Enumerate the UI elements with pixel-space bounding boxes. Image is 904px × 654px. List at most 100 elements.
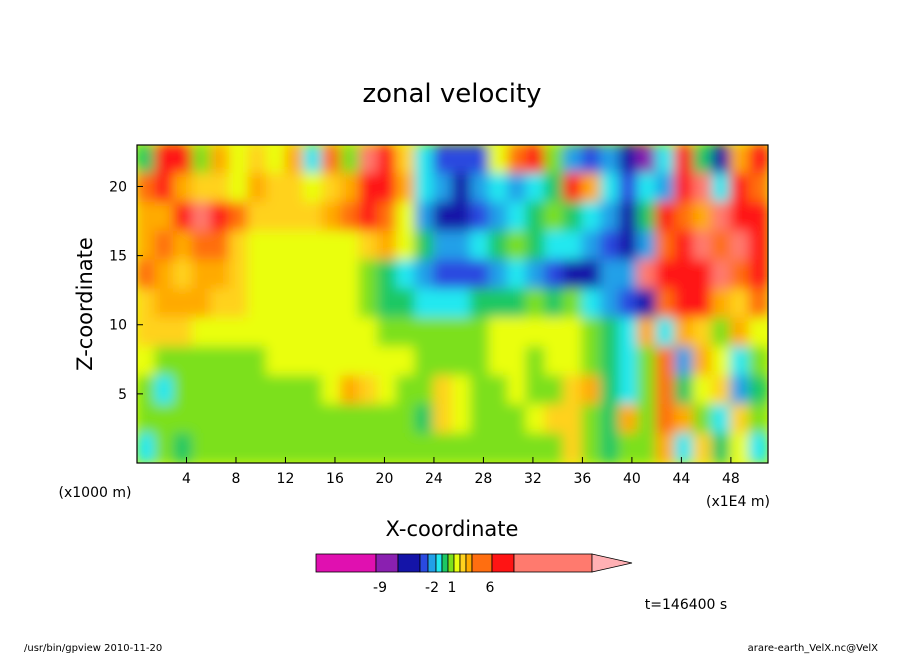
heatmap-cell: [470, 375, 491, 407]
heatmap-cell: [303, 145, 324, 175]
heatmap-cell: [303, 317, 324, 349]
heatmap-cell: [395, 230, 417, 262]
heatmap-cell: [470, 288, 491, 320]
y-tick-label: 10: [109, 318, 127, 334]
heatmap-cell: [321, 404, 343, 436]
heatmap-cell: [711, 201, 732, 233]
heatmap-cell: [618, 201, 640, 233]
heatmap-cell: [637, 230, 658, 262]
heatmap-cell: [137, 317, 157, 349]
heatmap-cell: [154, 375, 176, 407]
heatmap-cell: [451, 230, 473, 262]
heatmap-cell: [154, 433, 176, 463]
heatmap-cell: [173, 172, 194, 204]
heatmap-cell: [210, 259, 231, 291]
heatmap-cell: [618, 259, 640, 291]
heatmap-cell: [674, 259, 695, 291]
heatmap-cell: [711, 145, 732, 175]
heatmap-cell: [488, 317, 510, 349]
heatmap-cell: [488, 288, 510, 320]
heatmap-cell: [340, 433, 361, 463]
y-axis-label: Z-coordinate: [73, 237, 97, 371]
heatmap-cell: [655, 317, 677, 349]
heatmap-cell: [228, 259, 250, 291]
heatmap-cell: [432, 145, 454, 175]
heatmap-cell: [674, 375, 695, 407]
heatmap-cell: [377, 375, 398, 407]
y-tick-label: 20: [109, 179, 127, 195]
heatmap-cell: [395, 145, 417, 175]
heatmap-cell: [303, 172, 324, 204]
heatmap-cell: [692, 375, 714, 407]
heatmap-cell: [637, 433, 658, 463]
colorbar-tick-label: -9: [373, 580, 387, 596]
x-tick-label: 8: [232, 471, 241, 487]
heatmap-cell: [711, 346, 732, 378]
heatmap-cell: [599, 433, 621, 463]
heatmap-cell: [729, 145, 751, 175]
heatmap-cell: [748, 230, 768, 262]
heatmap-cell: [692, 404, 714, 436]
heatmap-cell: [432, 230, 454, 262]
heatmap-cell: [581, 375, 602, 407]
heatmap-cell: [340, 230, 361, 262]
heatmap-cell: [581, 346, 602, 378]
colorbar-segment: [453, 553, 461, 573]
x-tick-label: 40: [623, 471, 641, 487]
heatmap-cell: [525, 259, 547, 291]
heatmap-cell: [562, 230, 584, 262]
heatmap-cell: [284, 230, 306, 262]
heatmap-cell: [154, 259, 176, 291]
heatmap-cell: [247, 259, 268, 291]
heatmap-cell: [414, 288, 435, 320]
heatmap-cell: [340, 375, 361, 407]
colorbar-segment: [465, 553, 473, 573]
heatmap-cell: [470, 201, 491, 233]
heatmap-cell: [191, 201, 213, 233]
heatmap-cell: [544, 404, 565, 436]
x-tick-label: 36: [573, 471, 591, 487]
heatmap-cell: [432, 317, 454, 349]
heatmap-cell: [618, 172, 640, 204]
heatmap-cell: [729, 317, 751, 349]
heatmap-cell: [729, 230, 751, 262]
heatmap-cell: [414, 317, 435, 349]
heatmap-cell: [210, 172, 231, 204]
plot-frame: [136, 144, 769, 464]
colorbar-tick-labels: -9 -2 1 6: [373, 580, 495, 596]
heatmap-cell: [210, 404, 231, 436]
heatmap-cell: [228, 230, 250, 262]
heatmap-cell: [191, 145, 213, 175]
heatmap-cell: [265, 317, 287, 349]
heatmap-cell: [674, 230, 695, 262]
heatmap-cell: [692, 317, 714, 349]
heatmap-cell: [432, 346, 454, 378]
heatmap-cell: [562, 288, 584, 320]
heatmap-cell: [488, 346, 510, 378]
heatmap-cell: [228, 317, 250, 349]
heatmap-cell: [470, 259, 491, 291]
heatmap-cell: [154, 404, 176, 436]
chart-title: zonal velocity: [362, 79, 541, 109]
heatmap-cell: [729, 259, 751, 291]
heatmap-cell: [265, 375, 287, 407]
colorbar-segment: [447, 553, 455, 573]
heatmap-cell: [395, 201, 417, 233]
x-tick-label: 24: [425, 471, 443, 487]
heatmap-cell: [137, 230, 157, 262]
heatmap-cell: [748, 404, 768, 436]
heatmap-cell: [674, 288, 695, 320]
heatmap-cell: [748, 259, 768, 291]
heatmap-cell: [581, 230, 602, 262]
heatmap-cell: [674, 145, 695, 175]
colorbar-segment: [459, 553, 467, 573]
heatmap-cell: [321, 317, 343, 349]
heatmap-cell: [748, 145, 768, 175]
heatmap-cell: [154, 346, 176, 378]
heatmap-cell: [247, 288, 268, 320]
heatmap-cell: [507, 145, 528, 175]
heatmap-cell: [395, 375, 417, 407]
x-tick-label: 44: [672, 471, 690, 487]
heatmap-cell: [137, 433, 157, 463]
heatmap-cell: [210, 288, 231, 320]
